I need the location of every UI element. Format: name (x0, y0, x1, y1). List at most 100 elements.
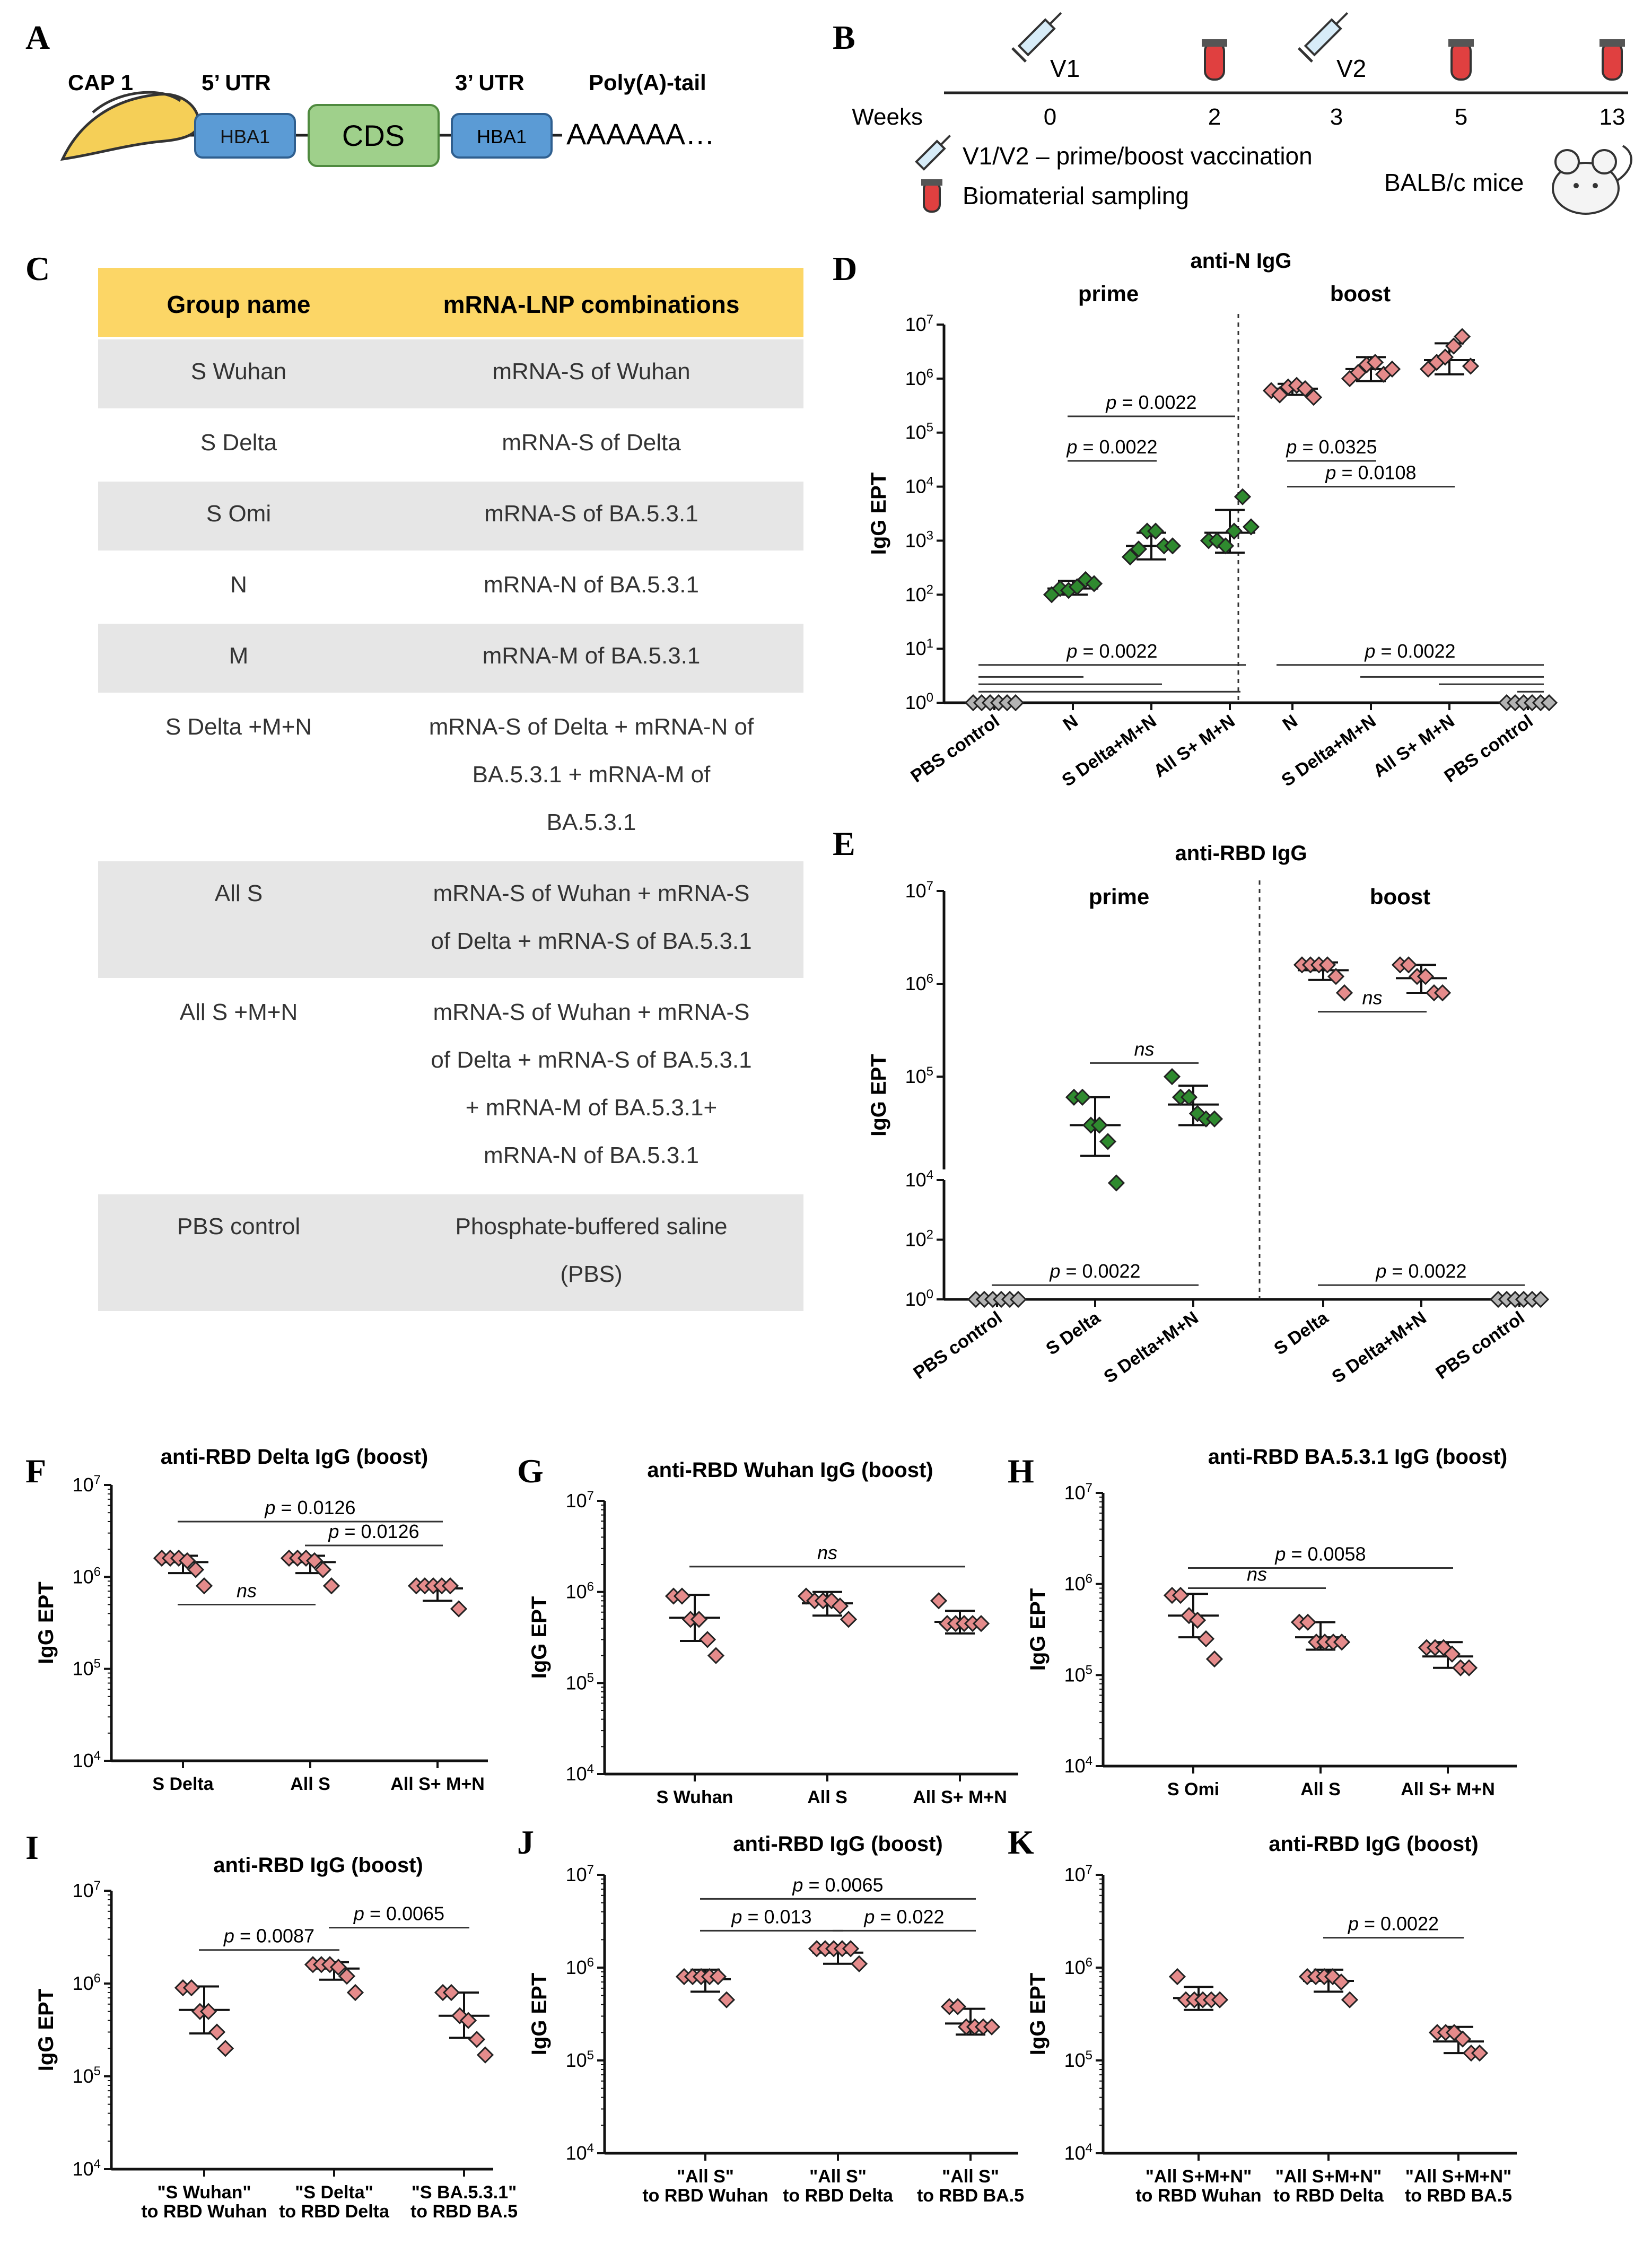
table-cell-combination: mRNA-S of Delta + mRNA-N of (429, 714, 754, 740)
y-tick-label: 105 (905, 1064, 933, 1087)
data-point (1205, 1110, 1223, 1128)
series-0 (174, 1979, 234, 2057)
stat-label: ns (237, 1580, 257, 1602)
stat-label: p = 0.0022 (1348, 1913, 1439, 1935)
hba1-3-box (451, 113, 553, 159)
stat-annotation: p = 0.013 (700, 1906, 843, 1932)
data-point (1163, 1068, 1181, 1086)
x-tick-label: to RBD BA.5 (917, 2186, 1024, 2206)
data-point (1471, 2045, 1489, 2062)
data-point (1164, 537, 1182, 555)
stat-label: ns (1134, 1038, 1154, 1060)
y-tick-label: 104 (905, 475, 933, 497)
data-point (949, 1998, 967, 2015)
series-1 (1043, 571, 1103, 604)
data-point (698, 1631, 716, 1648)
x-tick-label: All S (807, 1787, 847, 1807)
data-point (1435, 1639, 1453, 1656)
x-tick-label: S Delta (152, 1774, 214, 1794)
y-tick-label: 105 (73, 2064, 101, 2087)
y-axis-label: IgG EPT (34, 1989, 58, 2072)
stat-label: p = 0.0087 (223, 1925, 314, 1947)
series-5 (1489, 1290, 1550, 1308)
series-3 (1200, 488, 1260, 555)
data-point (1009, 1290, 1027, 1308)
y-axis-label: IgG EPT (867, 1054, 890, 1137)
data-point (1453, 328, 1471, 345)
stat-label: ns (1247, 1563, 1267, 1585)
blood-tube-icon (1599, 39, 1625, 81)
data-point (1168, 1968, 1186, 1986)
y-tick-label: 101 (905, 636, 933, 659)
x-tick-label: N (1279, 711, 1301, 735)
polya-label: Poly(A)-tail (589, 70, 706, 95)
stat-label: p = 0.0126 (264, 1497, 355, 1518)
y-tick-label: 105 (566, 1671, 594, 1693)
panel-label-f: F (25, 1452, 46, 1490)
week-tick: 5 (1455, 104, 1467, 130)
utr5-label: 5’ UTR (202, 70, 271, 95)
data-point (983, 2018, 1001, 2036)
data-point (842, 1940, 860, 1958)
data-point (1383, 360, 1401, 378)
x-tick-label: PBS control (907, 711, 1003, 787)
panel-a: A CAP 1 5’ UTR HBA1 CDS 3’ UTR HBA1 Poly… (25, 19, 715, 167)
table-header-bg (98, 268, 803, 337)
chart-title: anti-RBD IgG (boost) (1269, 1832, 1479, 1856)
x-tick-label: to RBD BA.5 (410, 2202, 518, 2222)
stat-label: p = 0.0022 (1105, 391, 1196, 413)
series-1 (808, 1940, 868, 1972)
table-cell-group: PBS control (177, 1213, 300, 1239)
data-point (1099, 1133, 1117, 1150)
stat-label: p = 0.0022 (1049, 1260, 1140, 1282)
series-2 (1418, 1639, 1478, 1676)
series-1 (1290, 1613, 1351, 1651)
data-point (673, 1587, 691, 1605)
stat-annotation: p = 0.0022 (1277, 640, 1544, 693)
data-point (468, 2031, 486, 2048)
x-tick-label: S Delta+M+N (1328, 1307, 1430, 1387)
data-point (459, 2012, 477, 2029)
series-2 (930, 1592, 990, 1635)
data-point (1234, 488, 1252, 505)
stat-label: p = 0.0065 (353, 1903, 444, 1925)
table-row-bg (98, 339, 803, 408)
y-tick-label: 107 (905, 879, 933, 902)
chart-title: anti-N IgG (1190, 249, 1291, 273)
x-tick-label: PBS control (1440, 711, 1536, 787)
series-0 (675, 1968, 736, 2008)
stat-label: p = 0.013 (731, 1906, 811, 1927)
stat-label: p = 0.0022 (1364, 640, 1455, 662)
data-point (1540, 694, 1558, 712)
series-0 (153, 1549, 213, 1595)
x-tick-label: S Wuhan (657, 1787, 733, 1807)
x-tick-label: to RBD Wuhan (1135, 2186, 1261, 2206)
table-cell-combination: mRNA-N of BA.5.3.1 (484, 1142, 699, 1168)
data-point (930, 1592, 948, 1610)
data-point (1188, 1611, 1207, 1629)
data-point (972, 1615, 990, 1632)
data-point (1188, 1105, 1207, 1122)
table-cell-combination: mRNA-S of BA.5.3.1 (484, 501, 698, 527)
y-tick-label: 104 (73, 2157, 101, 2180)
table-cell-combination: (PBS) (560, 1261, 622, 1287)
data-point (1417, 968, 1435, 985)
data-point (1349, 364, 1367, 381)
stat-label: p = 0.0022 (1066, 640, 1157, 662)
series-2 (1121, 522, 1182, 566)
data-point (1333, 1633, 1351, 1651)
table-cell-combination: of Delta + mRNA-S of BA.5.3.1 (431, 928, 751, 954)
data-point (1532, 1290, 1550, 1308)
data-point (1073, 1088, 1091, 1106)
data-point (718, 1991, 736, 2008)
data-point (199, 2003, 217, 2020)
y-tick-label: 106 (1064, 1572, 1092, 1595)
chart-title: anti-RBD IgG (1175, 842, 1307, 865)
stat-annotation: ns (1090, 1038, 1199, 1064)
y-tick-label: 106 (566, 1955, 594, 1978)
x-tick-label: "S Delta" (295, 2182, 373, 2203)
data-point (850, 1955, 868, 1972)
table-cell-group: M (229, 643, 249, 669)
y-tick-label: 105 (905, 421, 933, 443)
